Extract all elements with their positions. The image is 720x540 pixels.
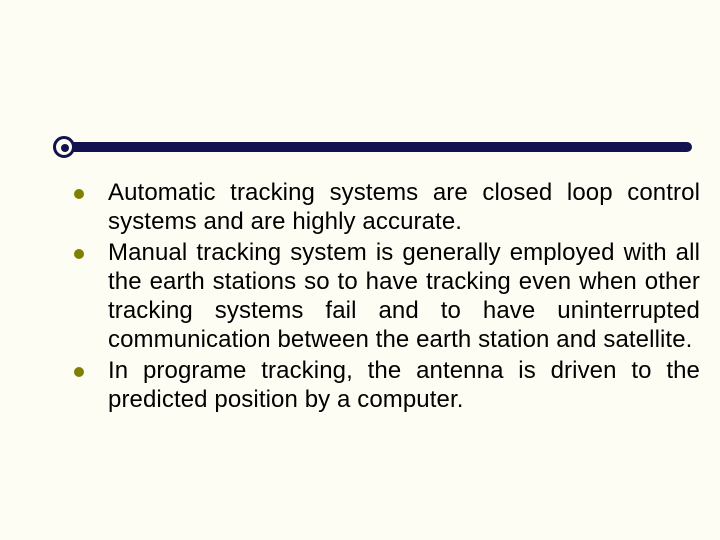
list-item: In programe tracking, the antenna is dri… [74,356,700,414]
list-item: Automatic tracking systems are closed lo… [74,178,700,236]
bullet-text: Manual tracking system is generally empl… [108,239,700,353]
bar-cap-ring [53,136,75,158]
bar-cap-center [61,144,69,152]
title-underline-bar [62,138,692,156]
bar-line [72,142,692,152]
bullet-text: In programe tracking, the antenna is dri… [108,357,700,413]
list-item: Manual tracking system is generally empl… [74,238,700,354]
bullet-text: Automatic tracking systems are closed lo… [108,179,700,235]
slide: Automatic tracking systems are closed lo… [0,0,720,540]
bullet-list: Automatic tracking systems are closed lo… [74,178,700,416]
